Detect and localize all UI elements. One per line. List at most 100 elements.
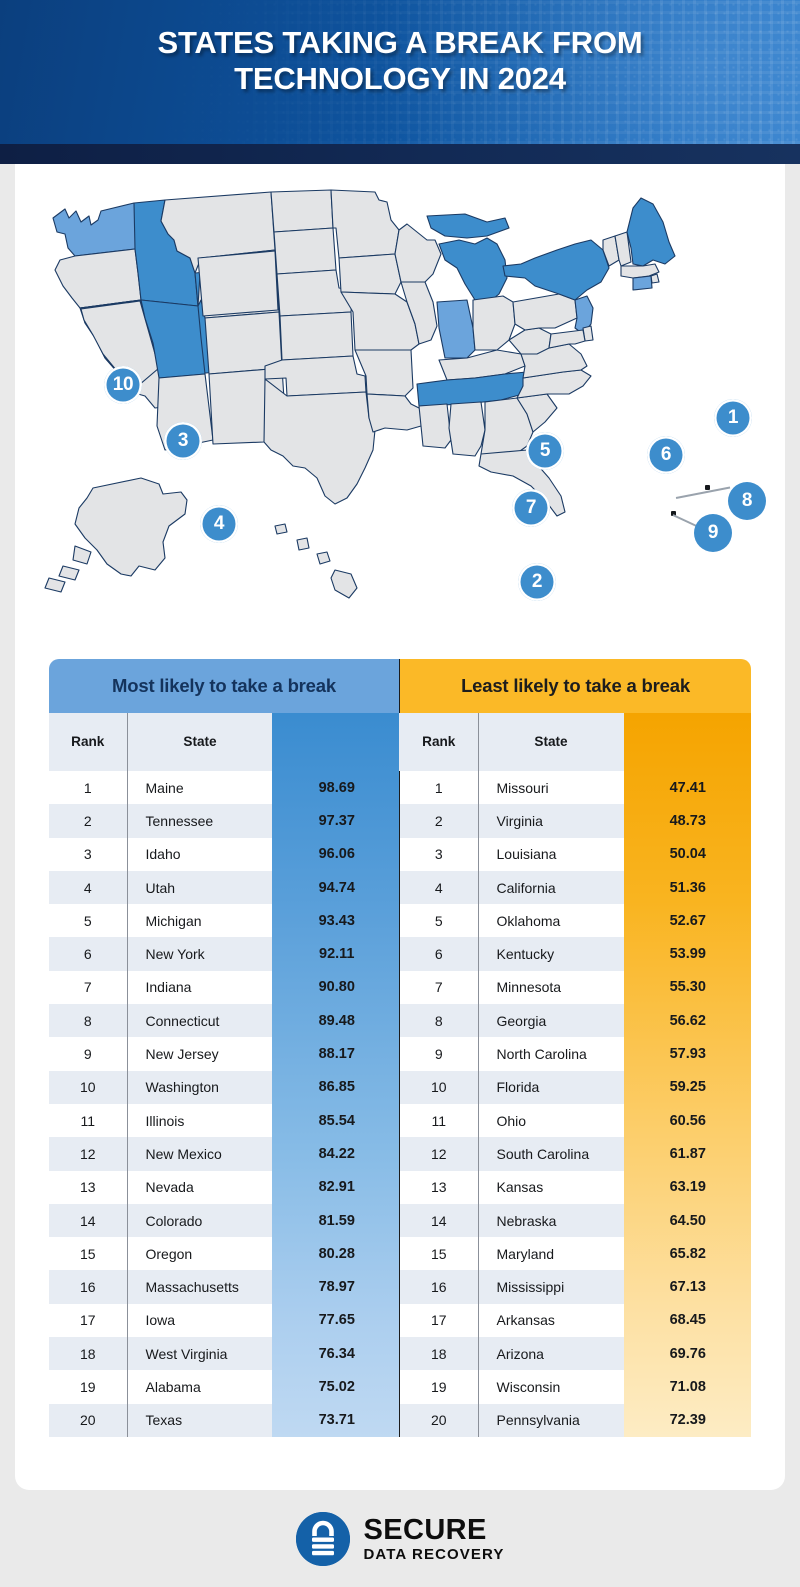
cell-rank: 11 [400,1103,478,1138]
table-row: 9 North Carolina 57.93 [400,1037,751,1071]
map-marker-8[interactable]: 8 [728,482,766,520]
cell-score: 85.54 [272,1103,400,1138]
cell-score: 76.34 [272,1337,400,1371]
cell-state: Oregon [126,1237,273,1271]
cell-score: 84.22 [272,1137,400,1171]
cell-score: 98.69 [272,771,400,805]
cell-rank: 4 [49,870,127,905]
state-texas [263,378,376,505]
cell-score: 48.73 [623,804,751,838]
cell-rank: 13 [400,1170,478,1204]
cell-score: 77.65 [272,1303,400,1338]
cell-rank: 5 [49,904,127,938]
table-row: 19 Alabama 75.02 [49,1370,400,1404]
table-row: 8 Connecticut 89.48 [49,1004,400,1038]
col-header-score-left-line2: (max 100) [305,742,369,757]
table-row: 10 Washington 86.85 [49,1070,400,1104]
table-right-header-row: Rank State Score (max 100) [400,713,751,771]
table-row: 18 Arizona 69.76 [400,1337,751,1371]
cell-state: Minnesota [477,970,624,1005]
cell-rank: 16 [400,1270,478,1304]
brand-line-1: SECURE [363,1513,487,1546]
map-marker-4[interactable]: 4 [200,505,238,543]
cell-state: Oklahoma [477,904,624,938]
table-row: 12 New Mexico 84.22 [49,1137,400,1171]
cell-rank: 8 [400,1004,478,1038]
cell-rank: 3 [400,837,478,871]
cell-state: South Carolina [477,1137,624,1171]
map-marker-5[interactable]: 5 [526,432,564,470]
cell-rank: 14 [49,1203,127,1238]
state-wyoming-fill [197,250,279,317]
col-header-state-right: State [477,713,624,771]
state-connecticut [632,275,653,291]
cell-rank: 2 [49,804,127,838]
table-most-likely: Most likely to take a break Rank State S… [49,659,400,1437]
table-right-title: Least likely to take a break [400,659,751,713]
table-row: 20 Texas 73.71 [49,1403,400,1437]
cell-state: Indiana [126,970,273,1005]
cell-state: Iowa [126,1303,273,1338]
cell-score: 53.99 [623,937,751,971]
table-row: 13 Kansas 63.19 [400,1170,751,1204]
map-marker-1[interactable]: 1 [714,399,752,437]
cell-score: 52.67 [623,904,751,938]
state-alaska [44,477,188,593]
map-marker-10[interactable]: 10 [104,366,142,404]
table-row: 17 Arkansas 68.45 [400,1303,751,1338]
state-new-hampshire [614,231,632,267]
brand-wordmark: SECURE DATA RECOVERY [363,1513,505,1562]
cell-score: 61.87 [623,1137,751,1171]
cell-state: New Mexico [126,1137,273,1171]
cell-rank: 8 [49,1004,127,1038]
map-section: 10 3 4 5 6 7 1 2 8 9 [15,164,785,659]
page-header: STATES TAKING A BREAK FROM TECHNOLOGY IN… [0,0,800,144]
state-new-york [502,239,610,301]
map-marker-7[interactable]: 7 [512,489,550,527]
cell-score: 55.30 [623,970,751,1005]
map-marker-6[interactable]: 6 [647,436,685,474]
table-right-body: 1 Missouri 47.41 2 Virginia 48.73 3 Louisiana 50… [400,771,751,1437]
map-marker-9[interactable]: 9 [694,514,732,552]
state-massachusetts [620,263,660,279]
cell-state: Illinois [126,1103,273,1138]
cell-state: Missouri [477,771,624,805]
table-row: 5 Michigan 93.43 [49,904,400,938]
cell-state: Virginia [477,804,624,838]
cell-state: Pennsylvania [477,1403,624,1437]
col-header-rank-right: Rank [400,713,478,771]
table-row: 7 Indiana 90.80 [49,970,400,1005]
cell-rank: 17 [400,1303,478,1338]
cell-rank: 16 [49,1270,127,1304]
map-marker-2[interactable]: 2 [518,563,556,601]
cell-score: 71.08 [623,1370,751,1404]
map-marker-layer: 10 3 4 5 6 7 1 2 8 9 [15,164,785,659]
cell-rank: 18 [400,1337,478,1371]
cell-rank: 20 [49,1403,127,1437]
state-louisiana [366,393,424,433]
cell-rank: 9 [49,1037,127,1071]
header-pattern-dots [0,0,800,144]
state-maryland [548,329,586,349]
cell-rank: 5 [400,904,478,938]
state-mississippi [418,403,452,449]
table-row: 17 Iowa 77.65 [49,1303,400,1338]
cell-score: 51.36 [623,870,751,905]
cell-state: Texas [126,1403,273,1437]
table-left-body: 1 Maine 98.69 2 Tennessee 97.37 3 Idaho 96.06 4 Ut… [49,771,400,1437]
cell-rank: 1 [49,771,127,805]
table-left-header-row: Rank State Score (max 100) [49,713,400,771]
cell-state: Tennessee [126,804,273,838]
table-row: 4 Utah 94.74 [49,870,400,905]
cell-rank: 7 [400,970,478,1005]
table-row: 19 Wisconsin 71.08 [400,1370,751,1404]
cell-score: 86.85 [272,1070,400,1104]
table-row: 16 Massachusetts 78.97 [49,1270,400,1304]
header-pattern-grid [0,0,800,144]
cell-rank: 12 [400,1137,478,1171]
cell-state: Nevada [126,1170,273,1204]
map-marker-3[interactable]: 3 [164,422,202,460]
cell-score: 59.25 [623,1070,751,1104]
state-washington [52,202,139,257]
rankings-tables: Most likely to take a break Rank State S… [49,659,751,1437]
